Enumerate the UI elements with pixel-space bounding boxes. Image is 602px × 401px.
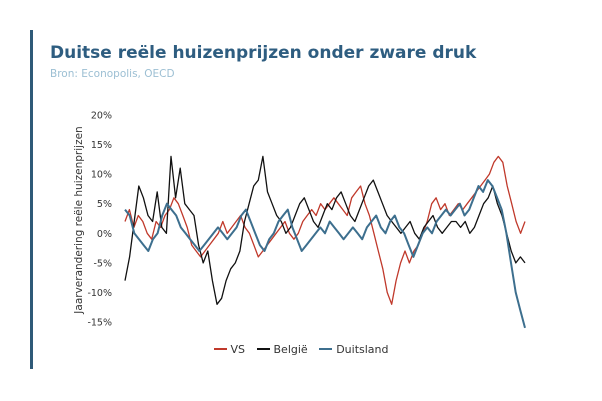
y-tick-label: 5% bbox=[97, 199, 112, 210]
series-line-duitsland bbox=[124, 179, 526, 329]
y-tick-label: -5% bbox=[94, 258, 113, 269]
y-axis-label: Jaarverandering reële huizenprijzen bbox=[73, 126, 85, 314]
legend-label-duitsland: Duitsland bbox=[336, 342, 389, 356]
y-tick-label: 15% bbox=[91, 140, 112, 151]
legend-item-vs: VS bbox=[213, 342, 246, 356]
y-tick-label: 20% bbox=[91, 111, 112, 122]
accent-bar bbox=[30, 30, 33, 369]
legend-item-duitsland: Duitsland bbox=[319, 342, 389, 356]
series-line-belgi bbox=[124, 155, 526, 305]
legend-swatch-duitsland bbox=[319, 348, 333, 350]
chart-title: Duitse reële huizenprijzen onder zware d… bbox=[50, 43, 477, 63]
y-axis-ticks: 20% 15% 10% 5% 0% -5% -10% -15% bbox=[87, 111, 112, 329]
legend-label-vs: VS bbox=[230, 342, 246, 356]
y-tick-label: 0% bbox=[97, 229, 112, 240]
legend-item-belgie: België bbox=[256, 342, 308, 356]
legend-swatch-vs bbox=[213, 348, 227, 350]
legend-label-belgie: België bbox=[273, 342, 308, 356]
y-tick-label: -10% bbox=[87, 288, 112, 299]
y-tick-label: -15% bbox=[87, 318, 112, 329]
chart-subtitle: Bron: Econopolis, OECD bbox=[50, 68, 175, 80]
y-tick-label: 10% bbox=[91, 170, 112, 181]
series-lines bbox=[124, 155, 526, 329]
legend-swatch-belgie bbox=[256, 348, 270, 350]
legend: VS België Duitsland bbox=[0, 340, 602, 356]
series-line-vs bbox=[124, 155, 526, 305]
